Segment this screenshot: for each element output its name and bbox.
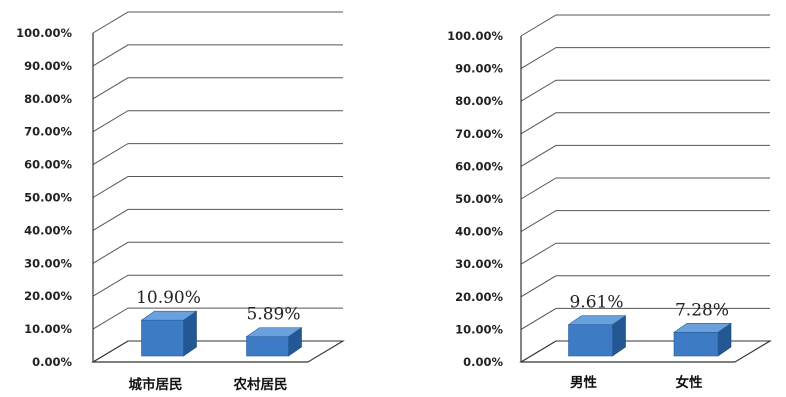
- y-tick-label: 10.00%: [455, 322, 503, 336]
- gridline: [92, 176, 343, 198]
- y-tick-label: 40.00%: [24, 223, 72, 237]
- gridline: [92, 11, 343, 34]
- gridline: [92, 143, 343, 166]
- bar-front: [568, 324, 613, 357]
- gridline: [92, 44, 343, 67]
- x-tick-label: 农村居民: [233, 376, 288, 393]
- bar-top: [140, 310, 198, 321]
- bar-front: [141, 319, 184, 357]
- x-tick-label: 男性: [570, 374, 598, 391]
- gridline: [520, 307, 770, 330]
- gridline: [92, 208, 343, 231]
- x-tick-label: 女性: [676, 374, 704, 391]
- y-tick-label: 0.00%: [463, 355, 503, 369]
- bar-top: [245, 327, 303, 337]
- gridline: [520, 14, 770, 37]
- bar: [140, 310, 198, 357]
- gridline: [92, 307, 343, 330]
- gridline: [520, 47, 770, 70]
- y-tick-label: 90.00%: [24, 59, 72, 73]
- y-tick-label: 50.00%: [455, 192, 503, 206]
- gridline: [92, 241, 343, 264]
- gridline: [92, 110, 343, 133]
- bar-top: [567, 315, 627, 325]
- y-tick-label: 60.00%: [24, 158, 72, 172]
- bar-front: [246, 336, 289, 357]
- gridline: [520, 210, 770, 233]
- gridline: [520, 144, 770, 167]
- chart-gender: 0.00% 10.00% 20.00% 30.00% 40.00% 50.00% 60.00…: [447, 14, 772, 391]
- y-tick-label: 30.00%: [455, 257, 503, 271]
- y-tick-label: 20.00%: [24, 289, 72, 303]
- chart-floor: [519, 340, 772, 363]
- x-tick-label: 城市居民: [129, 376, 183, 393]
- y-tick-label: 80.00%: [24, 92, 72, 106]
- gridline: [520, 79, 770, 102]
- y-tick-label: 0.00%: [32, 355, 72, 369]
- gridline: [520, 112, 770, 135]
- data-label: 5.89%: [246, 305, 300, 325]
- y-tick-label: 30.00%: [24, 256, 72, 270]
- data-label: 9.61%: [569, 293, 623, 313]
- bar: [673, 322, 732, 357]
- gridline: [92, 77, 343, 100]
- y-tick-label: 40.00%: [455, 225, 503, 239]
- gridline: [520, 340, 770, 363]
- bar: [245, 327, 303, 357]
- gridline: [520, 242, 770, 265]
- chart-residence: 0.00% 10.00% 20.00% 30.00% 40.00% 50.00% 60.00…: [16, 11, 345, 393]
- y-tick-label: 50.00%: [24, 191, 72, 205]
- y-tick-label: 80.00%: [455, 94, 503, 108]
- y-tick-label: 60.00%: [455, 159, 503, 173]
- chart-floor: [91, 340, 345, 363]
- bar-front: [673, 331, 719, 357]
- y-tick-label: 70.00%: [24, 125, 72, 139]
- y-tick-label: 100.00%: [16, 26, 72, 40]
- gridline: [520, 177, 770, 200]
- y-tick-label: 10.00%: [24, 322, 72, 336]
- y-tick-label: 100.00%: [447, 29, 503, 43]
- y-tick-label: 70.00%: [455, 127, 503, 141]
- gridline: [92, 274, 343, 297]
- gridline: [520, 275, 770, 298]
- y-tick-label: 20.00%: [455, 290, 503, 304]
- data-label: 7.28%: [675, 300, 729, 320]
- y-tick-label: 90.00%: [455, 62, 503, 76]
- data-label: 10.90%: [136, 288, 201, 308]
- bar-top: [673, 322, 732, 333]
- gridline: [92, 340, 343, 363]
- bar: [567, 315, 627, 357]
